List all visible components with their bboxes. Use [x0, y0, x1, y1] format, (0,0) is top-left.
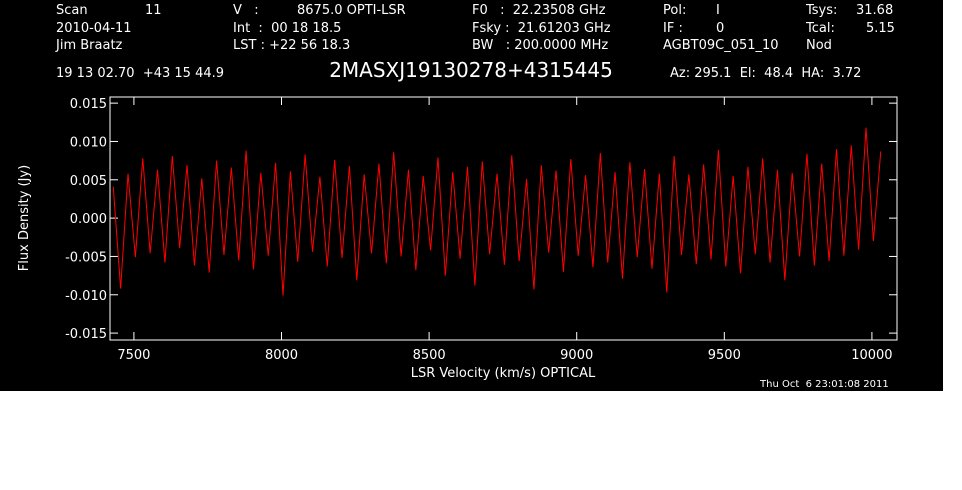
- header-text: Tsys:: [805, 3, 837, 18]
- y-tick-label: -0.010: [65, 289, 107, 304]
- header-text: 2010-04-11: [56, 21, 132, 36]
- header-text: Fsky : 21.61203 GHz: [472, 21, 611, 36]
- spectrum-line: [112, 127, 882, 296]
- header-text: IF :: [663, 21, 683, 36]
- x-tick-label: 8000: [265, 348, 298, 363]
- header-text: 31.68: [856, 3, 893, 18]
- header-text: I: [716, 3, 720, 18]
- header-text: AGBT09C_051_10: [663, 38, 779, 53]
- header-text: Int : 00 18 18.5: [233, 21, 341, 36]
- y-tick-label: 0.005: [70, 174, 107, 189]
- y-tick-label: -0.005: [65, 250, 107, 265]
- header-text: Az: 295.1 El: 48.4 HA: 3.72: [670, 66, 861, 81]
- header-text: F0 : 22.23508 GHz: [472, 3, 606, 18]
- header-text: 8675.0 OPTI-LSR: [297, 3, 406, 18]
- header-text: V :: [233, 3, 259, 18]
- chart-title: 2MASXJ19130278+4315445: [329, 58, 613, 82]
- y-tick-label: 0.000: [70, 212, 107, 227]
- x-tick-label: 7500: [117, 348, 150, 363]
- header-text: 5.15: [866, 21, 895, 36]
- header-text: Nod: [806, 38, 832, 53]
- x-tick-label: 9500: [708, 348, 741, 363]
- x-tick-label: 8500: [413, 348, 446, 363]
- y-tick-label: -0.015: [65, 327, 107, 342]
- header-text: 0: [716, 21, 724, 36]
- header-text: Tcal:: [805, 21, 835, 36]
- header-text: 19 13 02.70 +43 15 44.9: [56, 66, 224, 81]
- y-tick-label: 0.010: [70, 135, 107, 150]
- x-tick-label: 10000: [851, 348, 892, 363]
- header-text: Scan: [56, 3, 88, 18]
- x-axis-label: LSR Velocity (km/s) OPTICAL: [411, 366, 596, 381]
- header-text: Jim Braatz: [55, 38, 123, 53]
- header-text: BW : 200.0000 MHz: [472, 38, 608, 53]
- header-text: Thu Oct 6 23:01:08 2011: [759, 379, 889, 390]
- header-text: LST : +22 56 18.3: [233, 38, 350, 53]
- header-text: Pol:: [663, 3, 686, 18]
- y-axis-label: Flux Density (Jy): [17, 165, 32, 271]
- y-tick-label: 0.015: [70, 97, 107, 112]
- x-tick-label: 9000: [560, 348, 593, 363]
- header-text: 11: [145, 3, 162, 18]
- plot-background: [0, 0, 943, 391]
